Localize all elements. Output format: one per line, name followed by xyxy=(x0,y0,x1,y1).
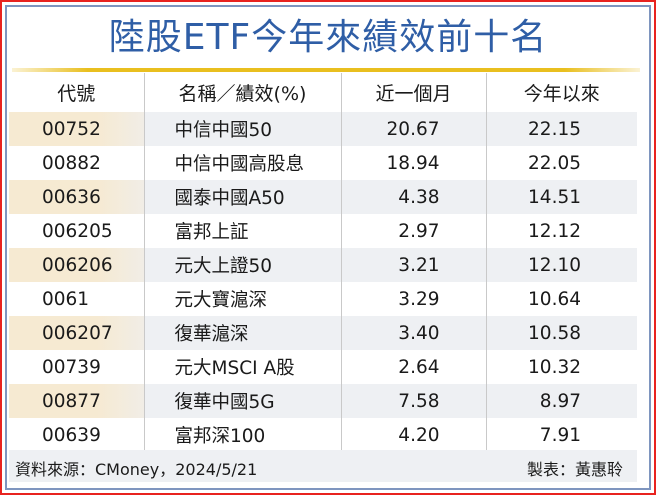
month-return: 2.97 xyxy=(340,214,486,248)
etf-name: 元大上證50 xyxy=(143,248,341,282)
ytd-return: 8.97 xyxy=(485,384,637,418)
month-return: 18.94 xyxy=(340,146,486,180)
table-row: 006206 元大上證50 3.21 12.10 xyxy=(9,248,637,282)
etf-performance-table: 代號 名稱／績效(%) 近一個月 今年以來 00752 中信中國50 20.67… xyxy=(9,73,637,452)
title-divider xyxy=(12,68,640,72)
etf-name: 中信中國高股息 xyxy=(143,146,341,180)
page-title: 陸股ETF今年來績效前十名 xyxy=(108,17,548,58)
month-return: 7.58 xyxy=(340,384,486,418)
ytd-return: 22.15 xyxy=(485,112,637,146)
etf-code: 006205 xyxy=(42,220,113,242)
table-row: 00739 元大MSCI A股 2.64 10.32 xyxy=(9,350,637,384)
ytd-return: 7.91 xyxy=(485,418,637,452)
header-code: 代號 xyxy=(57,83,96,105)
etf-code: 006206 xyxy=(9,248,144,282)
ytd-return: 10.58 xyxy=(485,316,637,350)
etf-name: 國泰中國A50 xyxy=(143,180,341,214)
etf-code: 0061 xyxy=(42,288,90,310)
table-header-row: 代號 名稱／績效(%) 近一個月 今年以來 xyxy=(9,73,637,112)
ytd-return: 14.51 xyxy=(485,180,637,214)
table-row: 006205 富邦上証 2.97 12.12 xyxy=(9,214,637,248)
etf-name: 復華中國5G xyxy=(143,384,341,418)
etf-name: 富邦深100 xyxy=(143,418,341,452)
table-footer: 資料來源：CMoney，2024/5/21 製表：黃惠聆 xyxy=(9,450,637,482)
table-row: 00639 富邦深100 4.20 7.91 xyxy=(9,418,637,452)
table-row: 0061 元大寶滬深 3.29 10.64 xyxy=(9,282,637,316)
header-month: 近一個月 xyxy=(340,73,486,112)
table-row: 00882 中信中國高股息 18.94 22.05 xyxy=(9,146,637,180)
header-name: 名稱／績效(%) xyxy=(143,73,341,112)
etf-code: 00739 xyxy=(42,356,101,378)
ytd-return: 10.32 xyxy=(485,350,637,384)
ytd-return: 12.12 xyxy=(485,214,637,248)
etf-code: 00752 xyxy=(9,112,144,146)
etf-name: 富邦上証 xyxy=(143,214,341,248)
etf-name: 復華滬深 xyxy=(143,316,341,350)
header-ytd: 今年以來 xyxy=(485,73,637,112)
table-maker: 製表：黃惠聆 xyxy=(526,460,623,479)
month-return: 2.64 xyxy=(340,350,486,384)
table-row: 00636 國泰中國A50 4.38 14.51 xyxy=(9,180,637,214)
month-return: 3.40 xyxy=(340,316,486,350)
table-row: 00877 復華中國5G 7.58 8.97 xyxy=(9,384,637,418)
month-return: 4.20 xyxy=(340,418,486,452)
etf-name: 元大寶滬深 xyxy=(143,282,341,316)
month-return: 4.38 xyxy=(340,180,486,214)
etf-code: 00639 xyxy=(42,424,101,446)
ytd-return: 10.64 xyxy=(485,282,637,316)
month-return: 20.67 xyxy=(340,112,486,146)
ytd-return: 12.10 xyxy=(485,248,637,282)
data-source: 資料來源：CMoney，2024/5/21 xyxy=(15,460,258,479)
etf-name: 元大MSCI A股 xyxy=(143,350,341,384)
table-row: 00752 中信中國50 20.67 22.15 xyxy=(9,112,637,146)
month-return: 3.21 xyxy=(340,248,486,282)
etf-code: 00882 xyxy=(42,152,101,174)
table-row: 006207 復華滬深 3.40 10.58 xyxy=(9,316,637,350)
month-return: 3.29 xyxy=(340,282,486,316)
etf-code: 00636 xyxy=(9,180,144,214)
etf-code: 00877 xyxy=(9,384,144,418)
etf-code: 006207 xyxy=(9,316,144,350)
ytd-return: 22.05 xyxy=(485,146,637,180)
etf-name: 中信中國50 xyxy=(143,112,341,146)
